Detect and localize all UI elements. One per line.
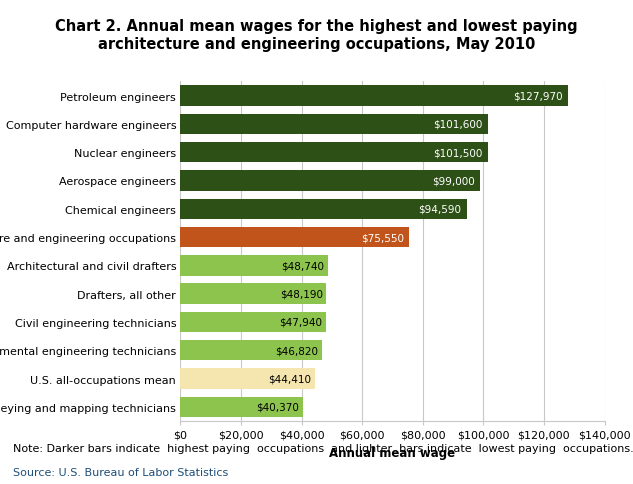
Text: $101,500: $101,500 bbox=[433, 148, 482, 158]
Bar bbox=[180, 256, 328, 276]
Text: $94,590: $94,590 bbox=[418, 204, 461, 214]
Text: $99,000: $99,000 bbox=[432, 176, 475, 186]
Bar bbox=[180, 369, 315, 389]
Bar bbox=[180, 143, 488, 163]
Bar bbox=[180, 340, 322, 361]
Bar bbox=[180, 312, 325, 333]
Bar bbox=[180, 227, 410, 248]
Bar bbox=[180, 115, 488, 135]
Text: Source: U.S. Bureau of Labor Statistics: Source: U.S. Bureau of Labor Statistics bbox=[13, 467, 228, 477]
Text: $101,600: $101,600 bbox=[434, 120, 483, 130]
Text: $75,550: $75,550 bbox=[361, 233, 404, 242]
Text: Note: Darker bars indicate  highest paying  occupations  and lighter  bars indic: Note: Darker bars indicate highest payin… bbox=[13, 443, 633, 453]
Bar bbox=[180, 199, 467, 220]
Text: $46,820: $46,820 bbox=[275, 346, 318, 355]
Bar bbox=[180, 284, 327, 304]
X-axis label: Annual mean wage: Annual mean wage bbox=[329, 446, 456, 458]
Text: Chart 2. Annual mean wages for the highest and lowest paying
architecture and en: Chart 2. Annual mean wages for the highe… bbox=[55, 19, 578, 52]
Text: $44,410: $44,410 bbox=[268, 374, 311, 384]
Bar bbox=[180, 397, 303, 417]
Text: $48,190: $48,190 bbox=[280, 289, 323, 299]
Text: $48,740: $48,740 bbox=[282, 261, 325, 271]
Text: $127,970: $127,970 bbox=[513, 91, 563, 101]
Bar bbox=[180, 171, 480, 191]
Text: $40,370: $40,370 bbox=[256, 402, 299, 412]
Bar bbox=[180, 86, 568, 106]
Text: $47,940: $47,940 bbox=[279, 318, 322, 327]
